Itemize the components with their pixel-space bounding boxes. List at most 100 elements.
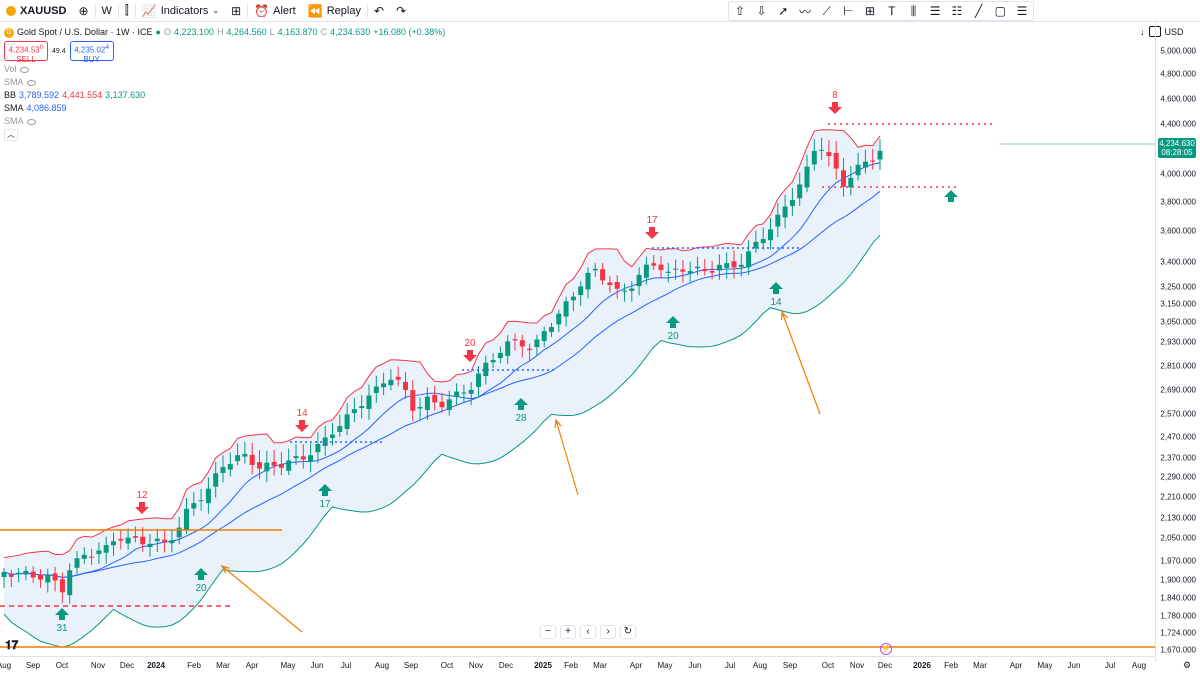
- vol-legend-row[interactable]: Vol: [4, 63, 445, 76]
- hidden-eye-icon[interactable]: [26, 118, 36, 125]
- time-tick-label: Apr: [1009, 661, 1023, 670]
- time-tick-label: Sep: [782, 661, 798, 670]
- price-tick-label: 1,724.000: [1160, 628, 1196, 638]
- chart-type-button[interactable]: ⫿: [119, 0, 135, 22]
- arrow-down-icon[interactable]: ⇩: [756, 4, 767, 18]
- change-value: +16.080 (+0.38%): [373, 27, 446, 37]
- candle-body: [870, 160, 876, 162]
- fib-icon[interactable]: ☰: [1016, 4, 1028, 18]
- bb-legend-row[interactable]: BB 3,789.592 4,441.554 3,137.630: [4, 89, 445, 102]
- buy-button[interactable]: 4,235.024 BUY: [69, 41, 114, 64]
- currency-selector[interactable]: ↓ USD: [1140, 26, 1184, 37]
- scroll-right-button[interactable]: ›: [600, 625, 616, 639]
- polyline-icon[interactable]: ⟋: [822, 3, 831, 18]
- date-price-range-icon[interactable]: ⊞: [865, 4, 876, 18]
- price-tick-label: 5,000.000: [1160, 46, 1196, 56]
- down-arrow-marker: [135, 502, 149, 514]
- up-arrow-marker: [318, 484, 332, 496]
- compare-button[interactable]: ⊕: [72, 0, 94, 22]
- time-tick-label: Jul: [724, 661, 736, 670]
- trend-line-icon[interactable]: ╱: [974, 4, 983, 18]
- up-arrow-marker: [194, 568, 208, 580]
- candles-icon: ⫿: [124, 3, 129, 17]
- candle-body: [424, 396, 430, 410]
- scroll-left-button[interactable]: ‹: [580, 625, 596, 639]
- bollinger-band: [4, 129, 880, 648]
- time-axis[interactable]: Aug Sep Oct Nov Dec 2024 Feb Mar Apr May Jun Jul Aug…: [0, 656, 1155, 675]
- candle-body: [278, 464, 284, 468]
- date-range-icon[interactable]: ⊢: [843, 4, 854, 18]
- candle-body: [293, 456, 299, 459]
- arrow-up-icon[interactable]: ⇧: [734, 4, 745, 18]
- candle-body: [300, 456, 306, 460]
- time-tick-label: 2026: [913, 661, 931, 670]
- candle-body: [527, 348, 533, 351]
- tradingview-logo[interactable]: 𝟏𝟕: [5, 638, 19, 652]
- templates-button[interactable]: ⊞: [225, 0, 247, 22]
- currency-box-icon: [1148, 26, 1161, 37]
- candle-body: [373, 386, 379, 393]
- up-count-label: 20: [195, 583, 207, 594]
- close-label: C: [320, 27, 328, 37]
- candle-body: [388, 379, 394, 386]
- redo-button[interactable]: ↷: [390, 0, 412, 22]
- symbol-legend-row: G Gold Spot / U.S. Dollar · 1W · ICE ● O…: [4, 26, 445, 39]
- bars-pattern-icon[interactable]: ⫼: [910, 3, 917, 18]
- candle-body: [877, 150, 883, 160]
- zoom-out-button[interactable]: −: [540, 625, 556, 639]
- text-icon[interactable]: T: [888, 4, 896, 18]
- short-position-icon[interactable]: ☷: [951, 4, 963, 18]
- rectangle-icon[interactable]: ▢: [994, 4, 1006, 18]
- price-tick-label: 3,800.000: [1160, 197, 1196, 207]
- high-value: 4,264.560: [226, 27, 267, 37]
- settings-gear-icon[interactable]: ⚙: [1183, 660, 1192, 670]
- candle-body: [446, 399, 452, 410]
- candle-body: [607, 282, 613, 286]
- replay-button[interactable]: ⏪ Replay: [302, 0, 367, 22]
- indicators-button[interactable]: 📈 Indicators ⌄: [136, 0, 225, 22]
- up-arrow-marker: [55, 608, 69, 620]
- candle-body: [344, 414, 350, 429]
- sma2-legend-row[interactable]: SMA 4,086.859: [4, 102, 445, 115]
- arrow-marker-icon[interactable]: ➚: [778, 4, 789, 18]
- candle-body: [30, 571, 36, 578]
- high-label: H: [217, 27, 224, 37]
- candle-body: [213, 473, 219, 487]
- candle-body: [833, 152, 839, 169]
- time-tick-label: Nov: [90, 661, 106, 670]
- down-count-label: 14: [296, 408, 308, 419]
- candle-body: [103, 545, 109, 553]
- candle-body: [395, 376, 401, 380]
- hidden-eye-icon[interactable]: [19, 66, 29, 73]
- sell-button[interactable]: 4,234.530 SELL: [4, 41, 48, 64]
- collapse-legend-button[interactable]: ︿: [4, 129, 18, 141]
- candle-body: [52, 573, 58, 581]
- candle-body: [490, 359, 496, 363]
- price-axis[interactable]: 5,000.000 4,800.000 4,600.000 4,400.000 4,00…: [1155, 22, 1200, 662]
- candle-body: [746, 251, 752, 268]
- chevron-down-icon: ⌄: [212, 6, 220, 15]
- candle-body: [59, 579, 65, 593]
- reset-chart-button[interactable]: ↻: [620, 625, 636, 639]
- undo-button[interactable]: ↶: [368, 0, 390, 22]
- bb-upper-line: [3, 129, 881, 559]
- low-value: 4,163.870: [277, 27, 318, 37]
- candle-body: [643, 264, 649, 278]
- interval-button[interactable]: W: [96, 0, 118, 22]
- path-icon[interactable]: 〰: [798, 4, 811, 19]
- sma1-legend-row[interactable]: SMA: [4, 76, 445, 89]
- candle-body: [198, 500, 204, 502]
- symbol-search[interactable]: XAUUSD: [0, 0, 72, 22]
- candle-body: [658, 264, 664, 271]
- zoom-in-button[interactable]: +: [560, 625, 576, 639]
- candle-body: [125, 537, 131, 544]
- time-tick-label: Jul: [1104, 661, 1116, 670]
- long-position-icon[interactable]: ☰: [929, 4, 941, 18]
- price-chart[interactable]: 12 14 20 17 8 31 20 17 28 20 14: [0, 22, 1155, 656]
- lightning-icon[interactable]: ⚡: [880, 643, 892, 655]
- alert-button[interactable]: ⏰ Alert: [248, 0, 302, 22]
- hidden-eye-icon[interactable]: [26, 79, 36, 86]
- down-count-label: 12: [136, 490, 148, 501]
- price-tick-label: 1,970.000: [1160, 556, 1196, 566]
- sma3-legend-row[interactable]: SMA: [4, 115, 445, 128]
